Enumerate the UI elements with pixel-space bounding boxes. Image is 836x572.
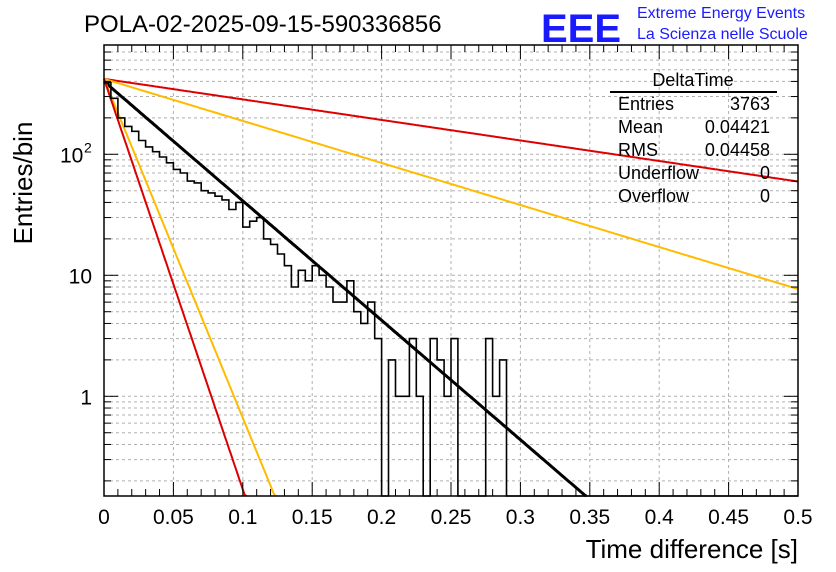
stats-label: Overflow bbox=[618, 186, 690, 206]
x-tick-label: 0.1 bbox=[228, 506, 257, 529]
x-tick-label: 0.25 bbox=[431, 506, 472, 529]
stats-value: 3763 bbox=[730, 94, 770, 114]
histogram-group bbox=[104, 82, 798, 497]
stats-value: 0 bbox=[760, 163, 770, 183]
logo-line-1: Extreme Energy Events bbox=[637, 5, 805, 22]
x-axis-title: Time difference [s] bbox=[586, 534, 798, 564]
stats-rows: Entries 3763 Mean 0.04421 RMS 0.04458Underflo… bbox=[618, 94, 770, 206]
stats-label: Underflow bbox=[618, 163, 700, 183]
y-tick-label: 1 bbox=[80, 386, 92, 409]
chart-title: POLA-02-2025-09-15-590336856 bbox=[84, 11, 442, 38]
logo-mark: EEE bbox=[541, 7, 621, 51]
stats-value: 0.04421 bbox=[705, 117, 770, 137]
stats-title: DeltaTime bbox=[652, 70, 733, 90]
stats-value: 0.04458 bbox=[705, 140, 770, 160]
x-tick-label: 0.3 bbox=[506, 506, 535, 529]
fit-curve-5 bbox=[103, 78, 247, 497]
stats-box: DeltaTime Entries 3763 Mean 0.04421 RMS 0.044… bbox=[610, 70, 777, 206]
y-axis-title: Entries/bin bbox=[8, 122, 38, 245]
y-tick-exponent: 2 bbox=[84, 139, 92, 155]
ticks: 0 0.05 0.1 0.15 0.2 0.25 0.3 0.35 0.4 0.45 0.5 1 10 1… bbox=[60, 44, 813, 529]
x-tick-label: 0.05 bbox=[153, 506, 194, 529]
x-tick-label: 0.35 bbox=[569, 506, 610, 529]
x-tick-label: 0.4 bbox=[645, 506, 675, 529]
x-tick-label: 0.5 bbox=[783, 506, 812, 529]
x-tick-label: 0.45 bbox=[708, 506, 749, 529]
x-tick-label: 0.15 bbox=[292, 506, 333, 529]
eee-logo: EEE Extreme Energy Events La Scienza nel… bbox=[541, 5, 808, 51]
histogram-outline bbox=[104, 82, 798, 497]
fit-curve-2 bbox=[103, 77, 799, 183]
fit-curve-3 bbox=[103, 77, 799, 291]
y-tick-label: 10 bbox=[60, 144, 83, 167]
logo-line-2: La Scienza nelle Scuole bbox=[637, 26, 808, 43]
stats-value: 0 bbox=[760, 186, 770, 206]
x-tick-label: 0.2 bbox=[367, 506, 396, 529]
y-tick-label: 10 bbox=[69, 265, 92, 288]
fit-curve-1 bbox=[103, 80, 588, 498]
x-tick-label: 0 bbox=[98, 506, 110, 529]
stats-label: RMS bbox=[618, 140, 658, 160]
stats-label: Mean bbox=[618, 117, 663, 137]
fit-curve-4 bbox=[103, 78, 277, 497]
stats-label: Entries bbox=[618, 94, 674, 114]
grid bbox=[104, 44, 798, 496]
